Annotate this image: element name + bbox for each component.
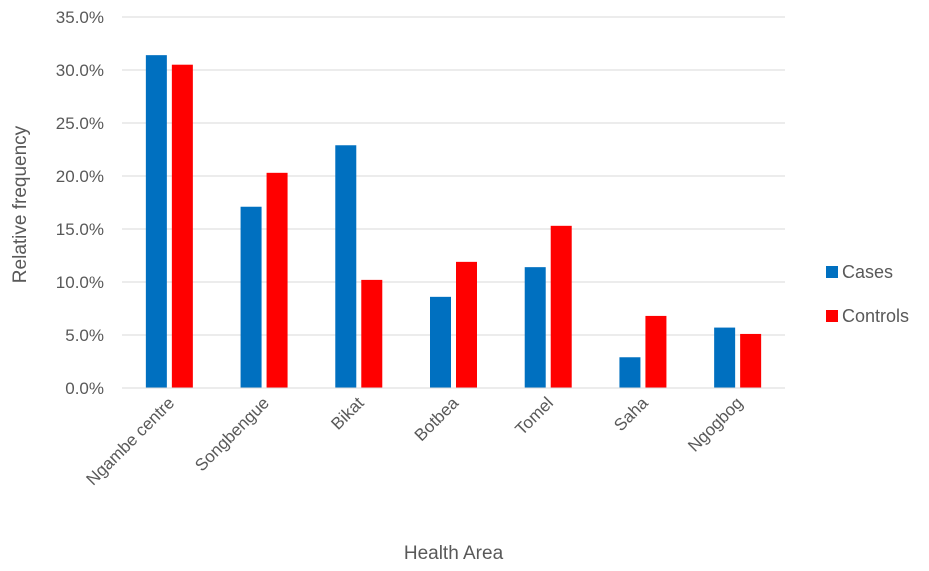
y-tick-label: 30.0% — [56, 61, 104, 80]
x-tick-label: Ngambe centre — [83, 393, 179, 489]
y-tick-label: 5.0% — [65, 326, 104, 345]
y-tick-label: 25.0% — [56, 114, 104, 133]
legend: Cases Controls — [826, 262, 909, 326]
y-tick-label: 20.0% — [56, 167, 104, 186]
bar-controls — [740, 333, 762, 388]
bar-controls — [456, 261, 477, 388]
bar-controls — [266, 172, 288, 388]
x-tick-label: Saha — [610, 393, 652, 435]
y-tick-label: 0.0% — [65, 379, 104, 398]
y-axis-title: Relative frequency — [10, 125, 31, 283]
bar-cases — [335, 145, 357, 388]
legend-label-controls: Controls — [842, 306, 909, 326]
y-tick-label: 35.0% — [56, 8, 104, 27]
legend-label-cases: Cases — [842, 262, 893, 282]
legend-swatch-cases — [826, 266, 838, 278]
bar-cases — [619, 357, 641, 388]
x-tick-label: Songbengue — [191, 393, 273, 475]
bar-cases — [714, 327, 736, 388]
x-tick-label: Botbea — [411, 393, 463, 445]
bar-cases — [145, 55, 167, 388]
bars — [145, 55, 762, 388]
gridlines — [122, 16, 785, 336]
bar-cases — [430, 296, 451, 388]
bar-controls — [171, 64, 193, 388]
bar-controls — [361, 279, 383, 388]
bar-controls — [550, 225, 572, 388]
bar-cases — [524, 267, 546, 388]
x-tick-label: Bikat — [327, 393, 367, 433]
x-tick-label: Tomel — [512, 393, 558, 439]
legend-swatch-controls — [826, 310, 838, 322]
bar-cases — [240, 206, 262, 388]
y-tick-label: 15.0% — [56, 220, 104, 239]
x-axis-title: Health Area — [404, 543, 504, 564]
x-tick-label: Ngogbog — [684, 393, 746, 455]
bar-controls — [645, 315, 667, 388]
y-axis-tick-labels: 0.0% 5.0% 10.0% 15.0% 20.0% 25.0% 30.0% 35.0% — [56, 8, 104, 398]
y-tick-label: 10.0% — [56, 273, 104, 292]
x-axis-tick-labels: Ngambe centre Songbengue Bikat Botbea Tomel S… — [83, 393, 747, 489]
